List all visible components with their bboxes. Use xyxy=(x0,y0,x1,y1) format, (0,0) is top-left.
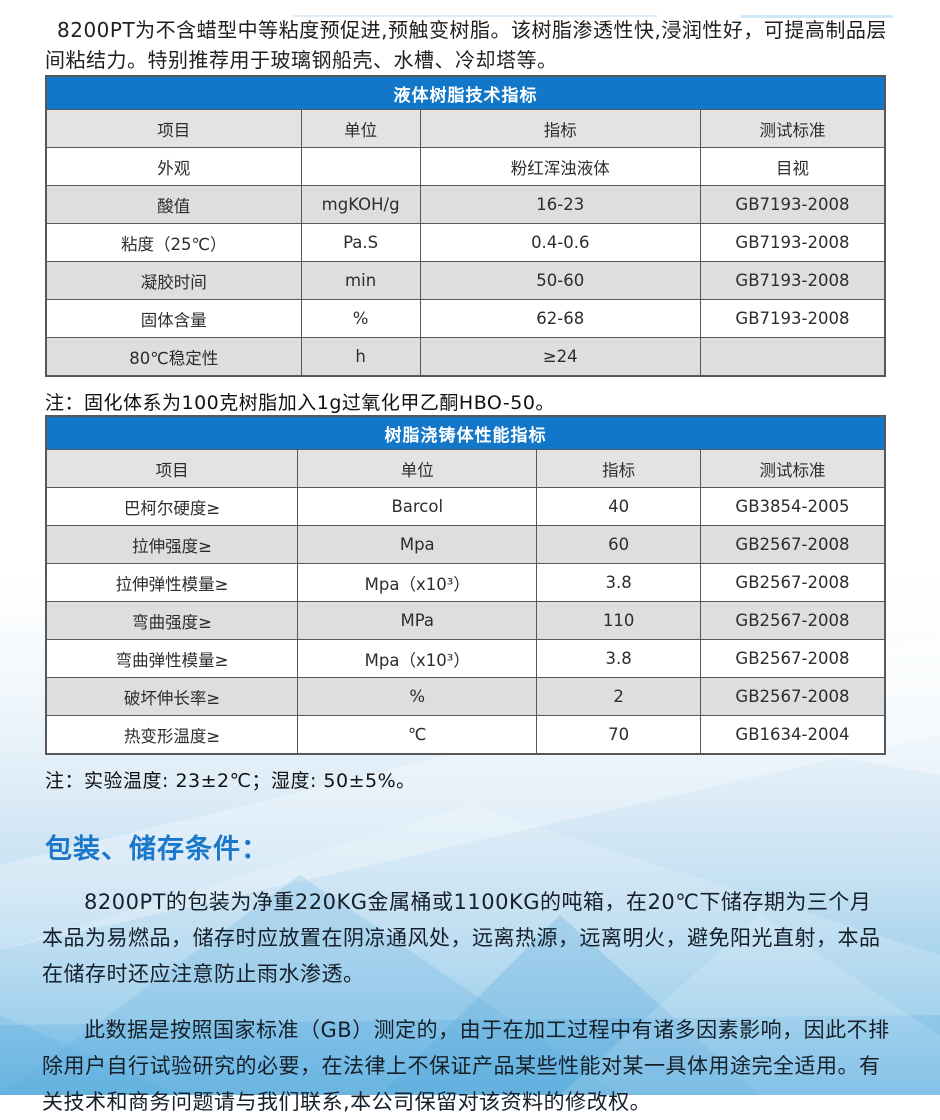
table-cell: MPa xyxy=(297,601,538,640)
table-cell: 酸值 xyxy=(45,185,302,224)
column-header-standard: 测试标准 xyxy=(699,109,886,148)
table-row: 酸值 mgKOH/g 16-23 GB7193-2008 xyxy=(45,185,886,224)
table-cell: 粘度（25℃） xyxy=(45,223,302,262)
table-cell: 50-60 xyxy=(419,261,701,300)
table-cell: 80℃稳定性 xyxy=(45,337,302,377)
table-row: 凝胶时间 min 50-60 GB7193-2008 xyxy=(45,261,886,300)
table-cell: GB3854-2005 xyxy=(699,487,886,526)
table-cell: GB2567-2008 xyxy=(699,525,886,564)
table-row: 弯曲强度≥ MPa 110 GB2567-2008 xyxy=(45,601,886,640)
table-row: 拉伸弹性模量≥ Mpa（x10³） 3.8 GB2567-2008 xyxy=(45,563,886,602)
disclaimer-paragraph: 此数据是按照国家标准（GB）测定的，由于在加工过程中有诸多因素影响，因此不排除用… xyxy=(42,1018,890,1114)
table-cell: 拉伸强度≥ xyxy=(45,525,299,564)
table-cell: Mpa xyxy=(297,525,538,564)
table-cell: 热变形温度≥ xyxy=(45,715,299,755)
table-cell: % xyxy=(300,299,421,338)
table-row: 破坏伸长率≥% 2 GB2567-2008 xyxy=(45,677,886,716)
table-cell: 3.8 xyxy=(536,563,701,602)
table-cell: 40 xyxy=(536,487,701,526)
table-body: 巴柯尔硬度≥ Barcol 40 GB3854-2005 拉伸强度≥ Mpa 60 GB256… xyxy=(45,487,886,755)
casting-performance-table: 树脂浇铸体性能指标 项目 单位 指标 测试标准 巴柯尔硬度≥ Barcol 40 GB… xyxy=(45,415,886,755)
table-cell: GB7193-2008 xyxy=(699,261,886,300)
table-cell: GB2567-2008 xyxy=(699,639,886,678)
table-cell: 弯曲强度≥ xyxy=(45,601,299,640)
table1-note: 注：固化体系为100克树脂加入1g过氧化甲乙酮HBO-50。 xyxy=(45,392,555,414)
table-cell: 破坏伸长率≥ xyxy=(45,677,299,716)
packaging-storage-heading: 包装、储存条件： xyxy=(45,834,269,865)
table-title-row: 液体树脂技术指标 xyxy=(45,75,886,110)
table-cell: mgKOH/g xyxy=(300,185,421,224)
table2-note: 注：实验温度: 23±2℃；湿度: 50±5%。 xyxy=(45,770,416,792)
table-cell: GB1634-2004 xyxy=(699,715,886,755)
table-cell: 60 xyxy=(536,525,701,564)
table-cell: 弯曲弹性模量≥ xyxy=(45,639,299,678)
column-header-item: 项目 xyxy=(45,449,299,488)
table-cell: GB7193-2008 xyxy=(699,299,886,338)
table-cell: Pa.S xyxy=(300,223,421,262)
table-cell: 粉红浑浊液体 xyxy=(419,147,701,186)
table-cell: GB7193-2008 xyxy=(699,185,886,224)
table-cell: Barcol xyxy=(297,487,538,526)
liquid-resin-spec-table: 液体树脂技术指标 项目 单位 指标 测试标准 外观 粉红浑浊液体 目视 酸值 mgKOH… xyxy=(45,75,886,377)
storage-paragraph: 8200PT的包装为净重220KG金属桶或1100KG的吨箱，在20℃下储存期为… xyxy=(42,890,881,986)
table-row: 固体含量% 62-68 GB7193-2008 xyxy=(45,299,886,338)
table-body: 外观 粉红浑浊液体 目视 酸值 mgKOH/g 16-23 GB7193-2008 粘度（25… xyxy=(45,147,886,377)
table-cell: 凝胶时间 xyxy=(45,261,302,300)
table-cell: 3.8 xyxy=(536,639,701,678)
table-cell: 110 xyxy=(536,601,701,640)
table-title: 树脂浇铸体性能指标 xyxy=(45,415,886,450)
table-cell: 62-68 xyxy=(419,299,701,338)
table-row: 80℃稳定性 h ≥24 xyxy=(45,337,886,377)
column-header-item: 项目 xyxy=(45,109,302,148)
table-row: 热变形温度≥ ℃ 70 GB1634-2004 xyxy=(45,715,886,755)
table-cell: 0.4-0.6 xyxy=(419,223,701,262)
column-header-spec: 指标 xyxy=(536,449,701,488)
table-cell: 拉伸弹性模量≥ xyxy=(45,563,299,602)
table-cell xyxy=(300,147,421,186)
table-cell: ℃ xyxy=(297,715,538,755)
table-cell: 外观 xyxy=(45,147,302,186)
table-title-row: 树脂浇铸体性能指标 xyxy=(45,415,886,450)
table-header-row: 项目 单位 指标 测试标准 xyxy=(45,449,886,488)
column-header-standard: 测试标准 xyxy=(699,449,886,488)
table-row: 巴柯尔硬度≥ Barcol 40 GB3854-2005 xyxy=(45,487,886,526)
table-cell: 巴柯尔硬度≥ xyxy=(45,487,299,526)
table-cell: 目视 xyxy=(699,147,886,186)
table-cell: 16-23 xyxy=(419,185,701,224)
table-cell: GB7193-2008 xyxy=(699,223,886,262)
table-cell: h xyxy=(300,337,421,377)
table-header-row: 项目 单位 指标 测试标准 xyxy=(45,109,886,148)
table-row: 拉伸强度≥ Mpa 60 GB2567-2008 xyxy=(45,525,886,564)
table-cell: GB2567-2008 xyxy=(699,677,886,716)
column-header-spec: 指标 xyxy=(419,109,701,148)
table-cell: min xyxy=(300,261,421,300)
table-cell: 70 xyxy=(536,715,701,755)
table-cell: Mpa（x10³） xyxy=(297,563,538,602)
table-cell: GB2567-2008 xyxy=(699,563,886,602)
datasheet-page: 8200PT为不含蜡型中等粘度预促进,预触变树脂。该树脂渗透性快,浸润性好，可提… xyxy=(0,15,940,1120)
table-cell: ≥24 xyxy=(419,337,701,377)
table-cell: 2 xyxy=(536,677,701,716)
column-header-unit: 单位 xyxy=(297,449,538,488)
table-row: 外观 粉红浑浊液体 目视 xyxy=(45,147,886,186)
table-cell: GB2567-2008 xyxy=(699,601,886,640)
table-title: 液体树脂技术指标 xyxy=(45,75,886,110)
intro-paragraph: 8200PT为不含蜡型中等粘度预促进,预触变树脂。该树脂渗透性快,浸润性好，可提… xyxy=(45,18,887,72)
table-cell: % xyxy=(297,677,538,716)
table-cell: 固体含量 xyxy=(45,299,302,338)
column-header-unit: 单位 xyxy=(300,109,421,148)
table-row: 粘度（25℃） Pa.S 0.4-0.6 GB7193-2008 xyxy=(45,223,886,262)
table-cell xyxy=(699,337,886,377)
table-row: 弯曲弹性模量≥ Mpa（x10³） 3.8 GB2567-2008 xyxy=(45,639,886,678)
table-cell: Mpa（x10³） xyxy=(297,639,538,678)
